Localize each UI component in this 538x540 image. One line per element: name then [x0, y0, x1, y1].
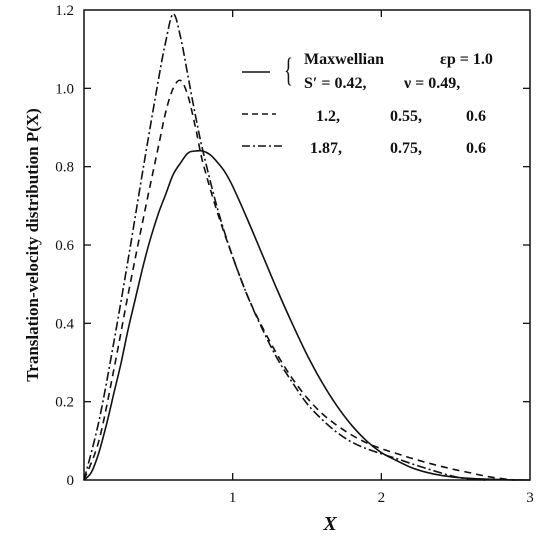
tick-group: 0 0.2 0.4 0.6 0.8 1.0 1.2 1 2 3 [55, 3, 534, 506]
legend-row3-eps: 0.6 [466, 140, 486, 157]
legend-row1-nu: ν = 0.49, [403, 75, 460, 92]
legend-brace: { [284, 51, 293, 88]
legend-epsilon: εp = 1.0 [440, 51, 493, 68]
y-axis-label: Translation-velocity distribution P(X) [23, 108, 42, 382]
series-line-dashed [83, 79, 516, 481]
x-axis-label: X [322, 513, 337, 535]
y-tick-label: 1.2 [55, 3, 74, 19]
x-tick-label: 2 [378, 490, 386, 506]
series-line-solid [83, 149, 531, 481]
y-tick-label: 0.2 [55, 395, 74, 411]
legend-row2-eps: 0.6 [466, 108, 486, 125]
legend-row3-s: 1.87, [310, 140, 342, 157]
y-tick-label: 0.8 [55, 160, 74, 176]
legend-row2-nu: 0.55, [390, 108, 422, 125]
y-tick-label: 0.4 [55, 316, 74, 332]
x-tick-label: 1 [229, 490, 237, 506]
x-tick-label: 3 [526, 490, 534, 506]
curve-group [83, 13, 531, 481]
legend-row3-nu: 0.75, [390, 140, 422, 157]
legend-row2-s: 1.2, [316, 108, 340, 125]
y-tick-label: 0 [67, 473, 75, 489]
y-tick-label: 1.0 [55, 81, 74, 97]
y-tick-label: 0.6 [55, 238, 74, 254]
legend: { Maxwellian εp = 1.0 S′ = 0.42, ν = 0.4… [242, 51, 493, 157]
legend-row1-s: S′ = 0.42, [304, 75, 367, 92]
legend-maxwellian: Maxwellian [304, 51, 384, 68]
